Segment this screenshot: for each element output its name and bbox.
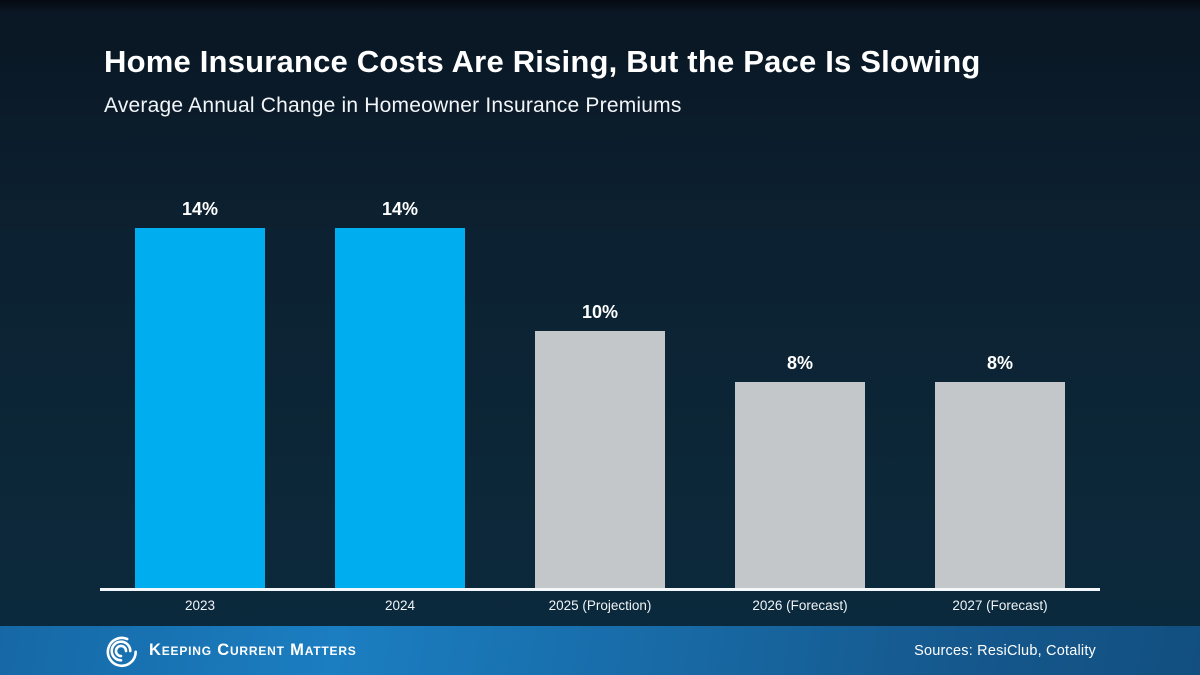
bar-chart: 14% 2023 14% 2024 10% 2025 (Projection) 8% 2026… [100, 0, 1100, 613]
x-axis-label: 2024 [384, 598, 416, 613]
x-axis-label: 2025 (Projection) [548, 598, 652, 613]
bar [535, 331, 665, 588]
bar-value-label: 14% [381, 199, 419, 219]
bar-value-label: 8% [786, 353, 814, 373]
header: Home Insurance Costs Are Rising, But the… [104, 44, 1140, 118]
bar-value-label: 14% [181, 199, 219, 219]
page-subtitle: Average Annual Change in Homeowner Insur… [104, 93, 682, 117]
bar [935, 382, 1065, 588]
page-title: Home Insurance Costs Are Rising, But the… [104, 44, 981, 79]
x-axis-label: 2023 [184, 598, 216, 613]
bar-value-label: 8% [986, 353, 1014, 373]
footer-bar: Keeping Current Matters Sources: ResiClu… [0, 626, 1200, 675]
brand-name: Keeping Current Matters [149, 641, 357, 659]
x-axis-line [100, 588, 1100, 591]
brand: Keeping Current Matters [104, 634, 357, 668]
bar-slot: 14% 2024 [300, 0, 500, 613]
bar [135, 228, 265, 588]
kcm-swirl-logo-icon [106, 636, 137, 667]
x-axis-label: 2027 (Forecast) [952, 598, 1048, 613]
bar [335, 228, 465, 588]
bar [735, 382, 865, 588]
bar-slot: 14% 2023 [100, 0, 300, 613]
x-axis-label: 2026 (Forecast) [752, 598, 848, 613]
sources-text: Sources: ResiClub, Cotality [914, 642, 1096, 659]
bar-slot: 8% 2026 (Forecast) [700, 0, 900, 613]
bar-slot: 8% 2027 (Forecast) [900, 0, 1100, 613]
bar-slot: 10% 2025 (Projection) [500, 0, 700, 613]
bar-value-label: 10% [581, 302, 619, 322]
